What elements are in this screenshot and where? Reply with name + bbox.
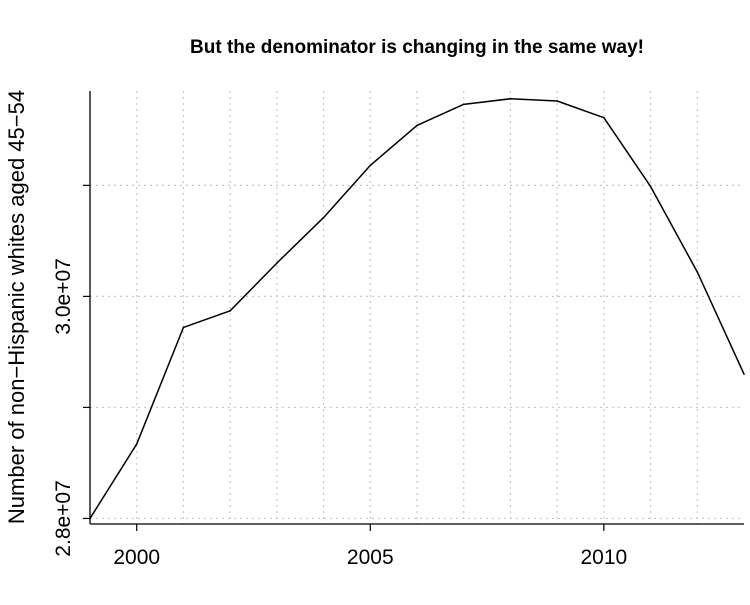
- data-point: [135, 443, 138, 445]
- data-point: [462, 103, 465, 106]
- axes: 2.8e+07 3.0e+07 2000 2005 2010: [52, 91, 744, 569]
- y-axis-label: Number of non−Hispanic whites aged 45−54: [4, 90, 29, 524]
- data-point: [509, 97, 512, 100]
- data-point: [182, 326, 185, 329]
- data-point: [369, 164, 372, 167]
- chart-title: But the denominator is changing in the s…: [190, 37, 644, 58]
- data-point: [322, 216, 325, 219]
- data-point: [276, 262, 278, 264]
- data-point: [603, 116, 605, 119]
- data-point: [416, 124, 418, 127]
- data-point: [556, 100, 558, 102]
- data-point: [649, 185, 652, 188]
- grid: [90, 91, 744, 524]
- data-point: [89, 517, 91, 520]
- y-tick-label: 3.0e+07: [52, 258, 75, 335]
- y-tick-label: 2.8e+07: [52, 480, 75, 557]
- x-tick-label: 2010: [580, 546, 627, 569]
- x-tick-label: 2000: [113, 546, 160, 569]
- data-point: [743, 373, 745, 375]
- series-layer: [89, 97, 745, 520]
- data-point: [229, 310, 231, 312]
- data-point: [696, 271, 699, 273]
- x-tick-label: 2005: [347, 546, 394, 569]
